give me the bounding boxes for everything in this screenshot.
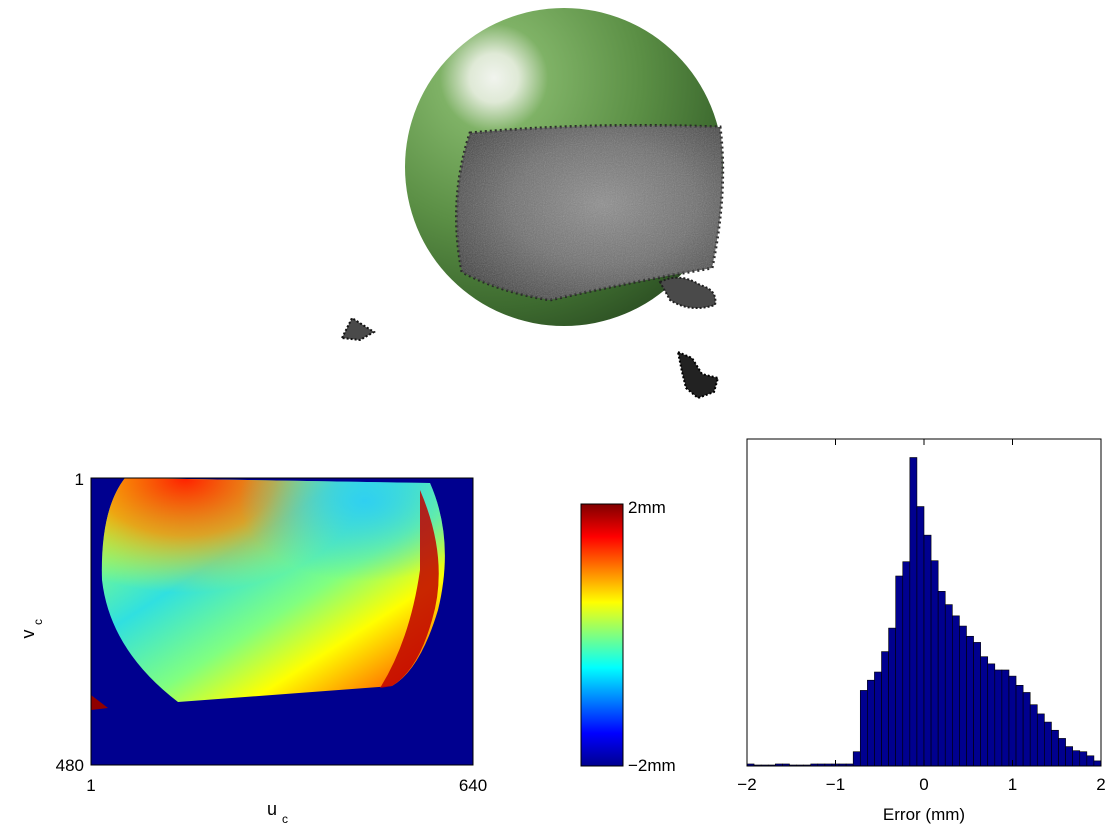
histogram-bar (1051, 729, 1059, 767)
histogram-bar (1008, 675, 1017, 767)
sphere-point-cloud-figure (340, 8, 725, 400)
histogram-bar (966, 635, 974, 767)
histogram-bar (1065, 746, 1073, 767)
histogram-bar (852, 751, 861, 767)
histogram-bar (937, 591, 946, 767)
histogram-tick-label: 0 (919, 775, 928, 794)
histogram-bar (994, 669, 1003, 767)
histogram-bar (1058, 738, 1066, 767)
histogram-bar (1001, 669, 1010, 767)
point-cloud-patch (455, 123, 725, 310)
histogram-tick-label: 1 (1008, 775, 1017, 794)
x-tick-last: 640 (459, 776, 487, 795)
x-axis-label: u (267, 799, 277, 819)
histogram-bar (859, 690, 868, 767)
error-map-hot-rim (380, 490, 439, 688)
histogram-bar (973, 642, 981, 767)
histogram-bar (867, 679, 875, 767)
histogram-bar (874, 671, 882, 767)
y-axis-label-subscript: c (31, 619, 45, 625)
colorbar-min-label: −2mm (628, 756, 676, 775)
x-tick-first: 1 (86, 776, 95, 795)
histogram-axes-frame (746, 438, 1102, 767)
outlier-cluster-left (340, 316, 376, 342)
histogram-bar (959, 625, 967, 767)
histogram-bar (1036, 713, 1045, 767)
histogram-bar (888, 627, 896, 767)
histogram-bar (952, 615, 960, 767)
histogram-bar (930, 560, 939, 767)
y-axis-label: v (18, 630, 38, 639)
histogram-bars (746, 457, 1102, 767)
colorbar-panel: 2mm −2mm (580, 498, 676, 775)
histogram-tick-label: −2 (737, 775, 756, 794)
histogram-bar (980, 656, 989, 767)
histogram-x-axis-label: Error (mm) (883, 805, 965, 824)
histogram-bar (881, 651, 889, 767)
error-map-corner-artifact (91, 695, 108, 710)
histogram-bar (944, 604, 953, 767)
histogram-bar (987, 663, 996, 767)
histogram-bar (1093, 760, 1102, 767)
histogram-bar (1029, 704, 1038, 767)
histogram-bar (1079, 751, 1088, 767)
histogram-bar (923, 534, 932, 767)
histogram-bar (902, 561, 911, 767)
error-map-panel: 1 640 1 480 u c v c (18, 470, 487, 826)
histogram-bar (895, 575, 904, 767)
histogram-bar (1044, 721, 1052, 767)
colorbar-gradient (580, 503, 624, 767)
y-tick-last: 480 (56, 756, 84, 775)
histogram-bar (1015, 685, 1024, 767)
histogram-bar (909, 457, 918, 767)
x-axis-label-subscript: c (282, 812, 288, 826)
colorbar-max-label: 2mm (628, 498, 666, 517)
histogram-x-ticks: −2 −1 0 1 2 (737, 439, 1106, 794)
histogram-tick-label: 2 (1096, 775, 1105, 794)
y-tick-first: 1 (75, 470, 84, 489)
outlier-cluster-right (676, 350, 720, 400)
histogram-bar (1022, 692, 1031, 767)
error-histogram: −2 −1 0 1 2 Error (mm) (737, 438, 1106, 824)
histogram-bar (916, 506, 925, 767)
error-map-surface (101, 478, 445, 702)
histogram-tick-label: −1 (826, 775, 845, 794)
histogram-bar (1072, 750, 1081, 767)
histogram-bar (1086, 755, 1095, 767)
